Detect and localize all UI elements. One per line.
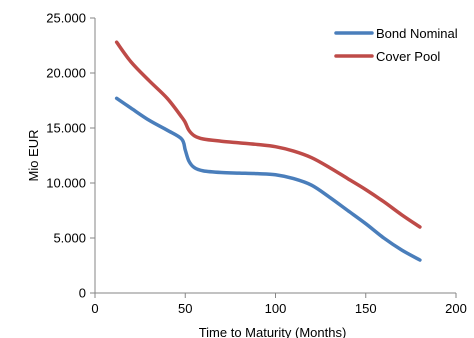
x-tick-label: 150 bbox=[355, 301, 377, 316]
legend-label-bond-nominal: Bond Nominal bbox=[376, 26, 458, 41]
x-ticks: 0 50 100 150 200 bbox=[91, 293, 467, 316]
y-axis-title: Mio EUR bbox=[26, 129, 41, 181]
legend: Bond Nominal Cover Pool bbox=[334, 26, 458, 64]
series-line-bond-nominal bbox=[114, 96, 422, 262]
y-ticks: 0 5.000 10.000 15.000 20.000 25.000 bbox=[46, 11, 95, 301]
y-tick-label: 15.000 bbox=[46, 121, 86, 136]
y-tick-label: 25.000 bbox=[46, 11, 86, 26]
y-tick-label: 0 bbox=[79, 286, 86, 301]
series-group bbox=[114, 40, 422, 262]
x-tick-label: 50 bbox=[178, 301, 192, 316]
legend-label-cover-pool: Cover Pool bbox=[376, 49, 440, 64]
y-tick-label: 5.000 bbox=[53, 231, 86, 246]
x-axis-title: Time to Maturity (Months) bbox=[199, 325, 347, 338]
series-line-cover-pool bbox=[114, 40, 422, 229]
x-tick-label: 200 bbox=[445, 301, 467, 316]
x-tick-label: 0 bbox=[91, 301, 98, 316]
y-tick-label: 10.000 bbox=[46, 176, 86, 191]
x-tick-label: 100 bbox=[265, 301, 287, 316]
y-tick-label: 20.000 bbox=[46, 66, 86, 81]
